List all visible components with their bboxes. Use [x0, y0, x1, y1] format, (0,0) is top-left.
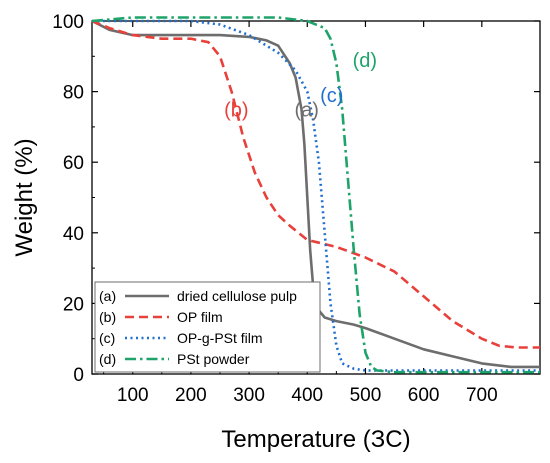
- y-tick-label: 40: [63, 224, 84, 245]
- series-layer: [91, 16, 540, 374]
- legend-label-b: OP film: [177, 309, 223, 325]
- series-line-a: [91, 19, 540, 369]
- legend-label-a: dried cellulose pulp: [177, 288, 297, 304]
- legend-tag-d: (d): [99, 351, 116, 367]
- y-axis-title: Weight (%): [11, 138, 38, 256]
- legend-label-d: PSt powder: [177, 351, 250, 367]
- legend-tag-b: (b): [99, 309, 116, 325]
- x-tick-label: 100: [117, 385, 149, 406]
- series-line-d: [91, 16, 540, 374]
- legend: (a) dried cellulose pulp (b) OP film (c) OP-g…: [94, 281, 321, 373]
- x-axis-title: Temperature (ЗC): [221, 426, 410, 453]
- series-line-b: [91, 19, 540, 349]
- legend-tag-c: (c): [99, 330, 115, 346]
- series-annotation-b: (b): [224, 99, 248, 121]
- x-tick-label: 200: [175, 385, 207, 406]
- x-axis: 100 200 300 400 500 600 700: [103, 21, 512, 406]
- series-annotation-d: (d): [353, 50, 377, 72]
- y-tick-label: 20: [63, 294, 84, 315]
- series-annotations: (a) (b) (c) (d): [224, 50, 377, 121]
- y-axis: 0 20 40 60 80 100: [52, 12, 540, 386]
- x-tick-label: 300: [233, 385, 265, 406]
- x-tick-label: 400: [291, 385, 323, 406]
- series-line-c: [92, 19, 540, 372]
- legend-label-c: OP-g-PSt film: [177, 330, 263, 346]
- series-annotation-c: (c): [320, 85, 343, 107]
- x-tick-label: 500: [350, 385, 382, 406]
- y-tick-label: 0: [73, 365, 84, 386]
- legend-tag-a: (a): [99, 288, 116, 304]
- x-tick-label: 700: [466, 385, 498, 406]
- y-tick-label: 60: [63, 153, 84, 174]
- y-tick-label: 100: [52, 12, 84, 33]
- x-tick-label: 600: [408, 385, 440, 406]
- series-annotation-a: (a): [294, 99, 318, 121]
- y-tick-label: 80: [63, 83, 84, 104]
